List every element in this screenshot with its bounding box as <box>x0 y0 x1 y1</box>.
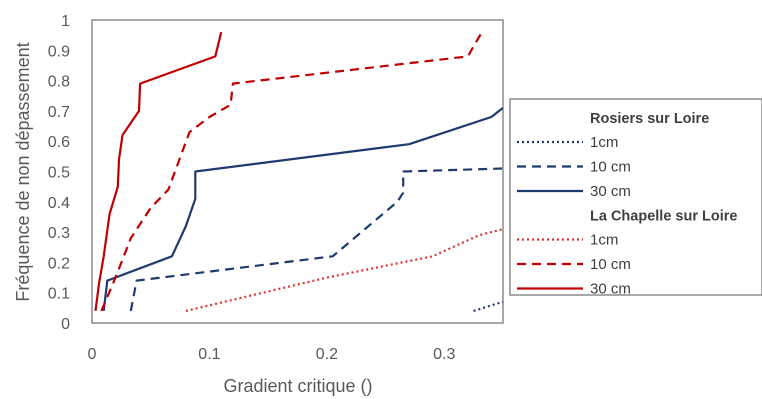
x-tick-label: 0.2 <box>316 346 338 363</box>
legend-group-title: Rosiers sur Loire <box>590 111 709 127</box>
x-tick-label: 0.1 <box>198 346 220 363</box>
legend-label: 30 cm <box>590 281 631 298</box>
legend-group-title: La Chapelle sur Loire <box>590 209 737 225</box>
y-tick-label: 0.8 <box>48 74 70 91</box>
y-tick-label: 0.6 <box>48 134 70 151</box>
y-tick-label: 0.3 <box>48 225 70 242</box>
legend-label: 10 cm <box>590 256 631 273</box>
legend: Rosiers sur Loire 1cm 10 cm 30 cm La Chapell… <box>509 98 762 298</box>
y-tick-label: 0.2 <box>48 255 70 272</box>
legend-label: 10 cm <box>590 159 631 176</box>
legend-label: 1cm <box>590 134 618 151</box>
y-tick-label: 0.5 <box>48 165 70 182</box>
y-axis-ticks: 0 0.1 0.2 0.3 0.4 0.5 0.6 0.7 0.8 0.9 1 <box>48 13 70 333</box>
x-axis-ticks: 0 0.1 0.2 0.3 <box>88 346 456 363</box>
y-tick-label: 1 <box>61 13 70 30</box>
y-tick-label: 0.7 <box>48 104 70 121</box>
legend-box <box>509 98 762 296</box>
series-line <box>473 300 503 312</box>
y-tick-label: 0.9 <box>48 43 70 60</box>
legend-label: 1cm <box>590 232 618 249</box>
series-layer <box>94 31 503 312</box>
y-tick-label: 0 <box>61 316 70 333</box>
x-axis-title: Gradient critique () <box>223 376 372 396</box>
series-line <box>100 31 483 312</box>
series-line <box>185 228 503 312</box>
series-line <box>102 107 503 312</box>
series-line <box>129 167 503 312</box>
series-line <box>94 31 223 312</box>
y-tick-label: 0.4 <box>48 195 70 212</box>
x-tick-label: 0 <box>88 346 97 363</box>
y-tick-label: 0.1 <box>48 286 70 303</box>
x-tick-label: 0.3 <box>433 346 455 363</box>
legend-label: 30 cm <box>590 183 631 200</box>
y-axis-title: Fréquence de non dépassement <box>13 42 33 301</box>
